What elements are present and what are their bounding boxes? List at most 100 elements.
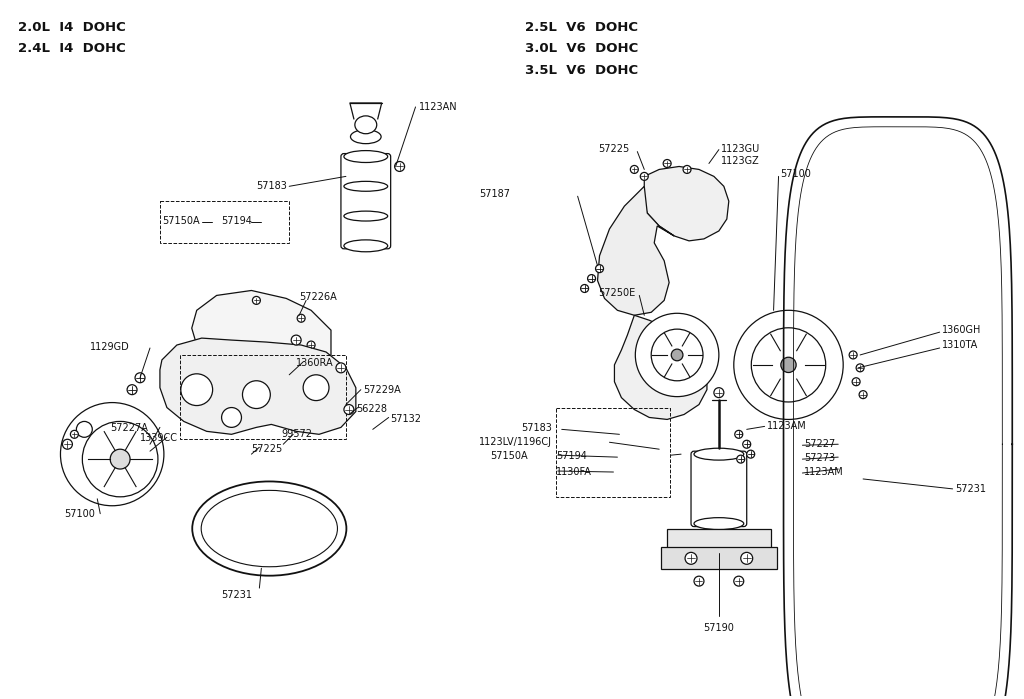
Circle shape xyxy=(62,439,73,449)
Polygon shape xyxy=(642,166,729,241)
Text: 57183: 57183 xyxy=(256,181,288,192)
Text: 57190: 57190 xyxy=(703,623,734,633)
Circle shape xyxy=(849,351,857,359)
Polygon shape xyxy=(668,528,771,552)
Text: 1360RA: 1360RA xyxy=(296,358,334,368)
Circle shape xyxy=(672,349,683,361)
Text: 1360GH: 1360GH xyxy=(942,325,981,336)
Text: 3.5L  V6  DOHC: 3.5L V6 DOHC xyxy=(525,64,638,78)
Circle shape xyxy=(77,421,92,438)
Circle shape xyxy=(135,373,145,383)
Circle shape xyxy=(640,173,648,180)
Ellipse shape xyxy=(355,116,377,134)
Text: 1310TA: 1310TA xyxy=(942,340,978,350)
Circle shape xyxy=(781,357,796,373)
Text: 1123GU: 1123GU xyxy=(721,144,760,154)
Ellipse shape xyxy=(193,482,346,576)
Ellipse shape xyxy=(201,491,338,567)
FancyBboxPatch shape xyxy=(691,451,746,526)
Circle shape xyxy=(181,374,213,405)
FancyBboxPatch shape xyxy=(341,154,391,249)
Circle shape xyxy=(344,405,354,415)
Polygon shape xyxy=(598,187,674,315)
Text: 57132: 57132 xyxy=(391,415,422,424)
Text: 57226A: 57226A xyxy=(299,292,337,303)
Text: 57273: 57273 xyxy=(805,453,836,463)
Text: 57225: 57225 xyxy=(252,445,283,454)
Circle shape xyxy=(651,329,703,381)
Circle shape xyxy=(303,375,329,401)
Circle shape xyxy=(243,381,270,408)
Text: 57250E: 57250E xyxy=(598,289,635,298)
Text: 56228: 56228 xyxy=(356,403,387,414)
Ellipse shape xyxy=(344,211,388,221)
Text: 57194: 57194 xyxy=(556,451,587,461)
Ellipse shape xyxy=(344,181,388,192)
Circle shape xyxy=(734,310,843,419)
Circle shape xyxy=(581,284,589,292)
Circle shape xyxy=(746,450,755,458)
Text: 2.5L  V6  DOHC: 2.5L V6 DOHC xyxy=(525,21,638,34)
Polygon shape xyxy=(160,338,356,434)
Text: 57194: 57194 xyxy=(221,216,253,226)
Circle shape xyxy=(735,431,742,438)
Polygon shape xyxy=(662,547,776,569)
Circle shape xyxy=(683,166,691,173)
Circle shape xyxy=(685,552,697,564)
Circle shape xyxy=(664,159,671,168)
Text: 57227: 57227 xyxy=(805,439,836,449)
Circle shape xyxy=(740,552,753,564)
Circle shape xyxy=(82,421,158,497)
Circle shape xyxy=(394,161,404,171)
Text: 57100: 57100 xyxy=(65,509,95,519)
Circle shape xyxy=(111,449,130,469)
Text: 2.0L  I4  DOHC: 2.0L I4 DOHC xyxy=(17,21,126,34)
Text: 57187: 57187 xyxy=(479,189,510,199)
Text: 3.0L  V6  DOHC: 3.0L V6 DOHC xyxy=(525,43,638,55)
Circle shape xyxy=(694,576,703,586)
Text: 57150A: 57150A xyxy=(490,451,528,461)
Circle shape xyxy=(71,431,79,438)
Circle shape xyxy=(297,315,305,322)
Text: 57231: 57231 xyxy=(221,590,252,600)
Text: 99572: 99572 xyxy=(282,429,312,440)
Circle shape xyxy=(127,384,137,395)
Circle shape xyxy=(752,328,825,402)
Ellipse shape xyxy=(694,448,743,460)
Circle shape xyxy=(737,455,744,463)
Circle shape xyxy=(588,275,596,282)
Circle shape xyxy=(852,377,860,386)
Ellipse shape xyxy=(344,150,388,162)
Ellipse shape xyxy=(694,518,743,530)
Circle shape xyxy=(253,296,260,304)
Circle shape xyxy=(307,341,315,349)
Circle shape xyxy=(60,403,164,506)
Text: 1123AM: 1123AM xyxy=(767,421,806,431)
Circle shape xyxy=(336,363,346,373)
Ellipse shape xyxy=(350,130,381,144)
Circle shape xyxy=(631,166,638,173)
Text: 57100: 57100 xyxy=(780,169,811,180)
Circle shape xyxy=(742,440,751,448)
Text: 57183: 57183 xyxy=(521,424,552,433)
Circle shape xyxy=(859,391,867,398)
Polygon shape xyxy=(614,315,707,419)
Text: 1130FA: 1130FA xyxy=(556,467,592,477)
Circle shape xyxy=(856,364,864,372)
Circle shape xyxy=(291,335,301,345)
Text: 57225: 57225 xyxy=(598,144,630,154)
Circle shape xyxy=(714,388,724,398)
Text: 1123LV/1196CJ: 1123LV/1196CJ xyxy=(479,438,552,447)
Text: 57229A: 57229A xyxy=(362,384,400,395)
Text: 57150A: 57150A xyxy=(162,216,200,226)
Text: 57231: 57231 xyxy=(955,484,986,494)
Text: 57227A: 57227A xyxy=(111,424,148,433)
Text: 1123AN: 1123AN xyxy=(419,102,457,112)
Circle shape xyxy=(635,313,719,396)
Text: 1123GZ: 1123GZ xyxy=(721,156,760,166)
Polygon shape xyxy=(191,291,331,365)
Text: 1123AM: 1123AM xyxy=(805,467,844,477)
Text: 1339CC: 1339CC xyxy=(140,433,178,443)
Ellipse shape xyxy=(344,240,388,252)
Circle shape xyxy=(221,408,242,427)
